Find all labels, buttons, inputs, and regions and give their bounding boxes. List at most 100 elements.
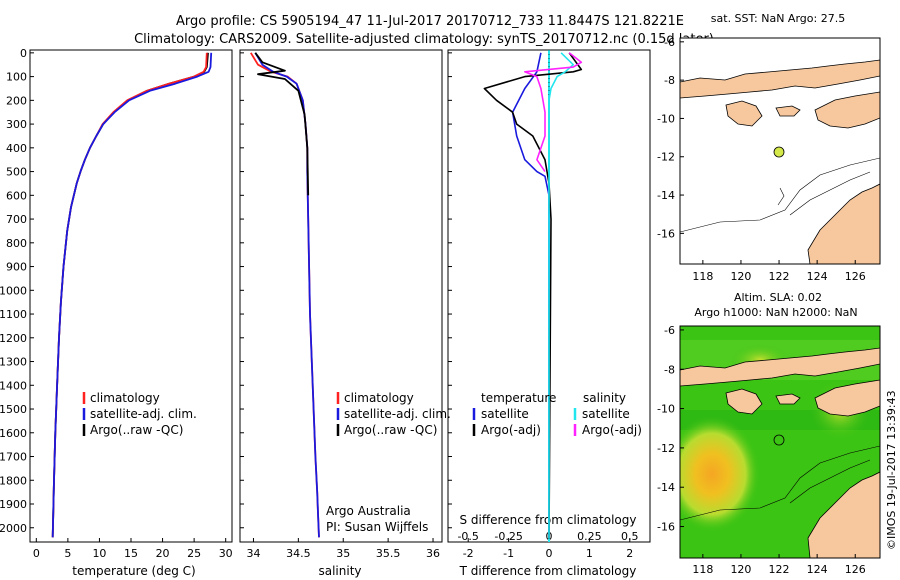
lon-tick-label: 126: [845, 563, 866, 576]
lat-tick-label: -12: [657, 442, 675, 455]
legend-label-satellite: satellite-adj. clim.: [90, 407, 197, 421]
depth-tick-label: 1900: [0, 498, 27, 511]
lon-tick-label: 120: [730, 563, 751, 576]
argo-position-marker: [773, 146, 785, 158]
lat-tick-label: -14: [657, 189, 675, 202]
depth-tick-label: 800: [6, 237, 27, 250]
lon-tick-label: 120: [730, 270, 751, 283]
depth-tick-label: 900: [6, 261, 27, 274]
depth-tick-label: 0: [20, 47, 27, 60]
lat-tick-label: -16: [657, 521, 675, 534]
x-tick-label: 36: [426, 547, 440, 560]
x-tick-label: -2: [463, 547, 474, 560]
lat-tick-label: -16: [657, 227, 675, 240]
header-line-1: Argo profile: CS 5905194_47 11-Jul-2017 …: [176, 14, 684, 29]
lat-tick-label: -6: [664, 324, 675, 337]
depth-tick-label: 1000: [0, 284, 27, 297]
series-argo-raw-qc-: [254, 52, 310, 196]
lat-tick-label: -8: [664, 74, 675, 87]
temperature-panel-frame: [29, 49, 233, 543]
lon-tick-label: 124: [807, 563, 828, 576]
x-tick-label: 34: [246, 547, 260, 560]
x-tick-label: 35.5: [376, 547, 401, 560]
land-australia: [807, 471, 880, 558]
difference-top-axis: -0.5-0.2500.250.5: [457, 530, 638, 543]
depth-tick-label: 1700: [0, 451, 27, 464]
lon-tick-label: 124: [807, 270, 828, 283]
legend-label-satellite: satellite-adj. clim.: [344, 407, 451, 421]
difference-legend: temperature salinity satellite Argo(-adj…: [472, 391, 642, 437]
land-sumba: [725, 388, 763, 415]
land-timor: [814, 91, 880, 129]
temperature-series: [51, 52, 213, 538]
legend-label-climatology: climatology: [344, 391, 414, 405]
depth-tick-label: 1100: [0, 308, 27, 321]
depth-tick-label: 1800: [0, 474, 27, 487]
lat-tick-label: -14: [657, 481, 675, 494]
legend-label-temp-satellite: satellite: [481, 407, 529, 421]
temperature-legend: climatology satellite-adj. clim. Argo(..…: [82, 391, 197, 437]
x-tick-label: 25: [187, 547, 201, 560]
depth-tick-label: 1400: [0, 379, 27, 392]
temperature-x-axis: 0 5 10 15 20 25 30: [33, 538, 233, 560]
x-tick-label: 35: [336, 547, 350, 560]
salinity-xlabel: salinity: [318, 564, 361, 578]
series-satellite-adj-clim-: [51, 52, 208, 538]
land-savu: [775, 105, 801, 117]
salinity-panel-frame: [239, 49, 443, 543]
x-tick-label: 15: [124, 547, 138, 560]
depth-tick-label: 500: [6, 166, 27, 179]
x-tick-label: 20: [156, 547, 170, 560]
sla-high-anomaly: [680, 416, 760, 532]
salinity-legend: climatology satellite-adj. clim. Argo(..…: [326, 391, 451, 534]
difference-series: [483, 50, 583, 542]
lat-tick-label: -12: [657, 151, 675, 164]
land-sumba: [725, 100, 763, 127]
salinity-x-axis: 34 34.5 35 35.5 36: [246, 538, 440, 560]
x-tick-label: 34.5: [286, 547, 311, 560]
depth-axis: 0 100 200 300 400 500 600 700 800 900 1000 1100 1200…: [0, 47, 27, 535]
depth-tick-label: 400: [6, 142, 27, 155]
bathymetry-contour: [680, 157, 880, 233]
difference-xlabel: T difference from climatology: [459, 564, 637, 578]
depth-tick-label: 2000: [0, 522, 27, 535]
depth-tick-label: 1500: [0, 403, 27, 416]
series-salinity-argo-adj-: [523, 52, 583, 173]
lat-tick-label: -10: [657, 112, 675, 125]
lon-tick-label: 118: [692, 270, 713, 283]
x-tick-label: 1: [586, 547, 593, 560]
legend-label-sal-satellite: satellite: [582, 407, 630, 421]
bathymetry-contour: [789, 171, 871, 216]
depth-tick-label: 1300: [0, 356, 27, 369]
bathymetry-contour: [777, 187, 785, 206]
legend-title-temperature: temperature: [481, 391, 556, 405]
credit-pi: PI: Susan Wijffels: [326, 520, 428, 534]
header-line-2: Climatology: CARS2009. Satellite-adjuste…: [134, 32, 714, 47]
temperature-xlabel: temperature (deg C): [72, 564, 195, 578]
x-tick-label: 0: [546, 547, 553, 560]
depth-tick-label: 300: [6, 118, 27, 131]
lat-tick-label: -10: [657, 403, 675, 416]
lat-tick-label: -8: [664, 363, 675, 376]
lon-tick-label: 126: [845, 270, 866, 283]
sst-map-frame: [679, 37, 881, 265]
lon-tick-label: 122: [769, 563, 790, 576]
sla-map-title-1: Altim. SLA: 0.02: [734, 291, 822, 304]
credit-argo-australia: Argo Australia: [326, 504, 411, 518]
depth-tick-label: 1200: [0, 332, 27, 345]
land-australia: [807, 183, 880, 264]
sst-map-title: sat. SST: NaN Argo: 27.5: [711, 12, 845, 25]
series-temperature-argo-adj-: [483, 52, 583, 538]
s-tick-label: -0.5: [457, 530, 478, 543]
land-timor: [814, 379, 880, 417]
series-satellite-adj-clim-: [254, 52, 320, 538]
bathymetry-contour: [680, 445, 880, 521]
sla-map: [680, 326, 880, 558]
series-climatology: [51, 52, 209, 538]
land-savu: [775, 393, 801, 405]
depth-tick-label: 1600: [0, 427, 27, 440]
x-tick-label: 10: [92, 547, 106, 560]
sla-map-frame: [679, 325, 881, 559]
s-tick-label: -0.25: [494, 530, 522, 543]
x-tick-label: 0: [33, 547, 40, 560]
